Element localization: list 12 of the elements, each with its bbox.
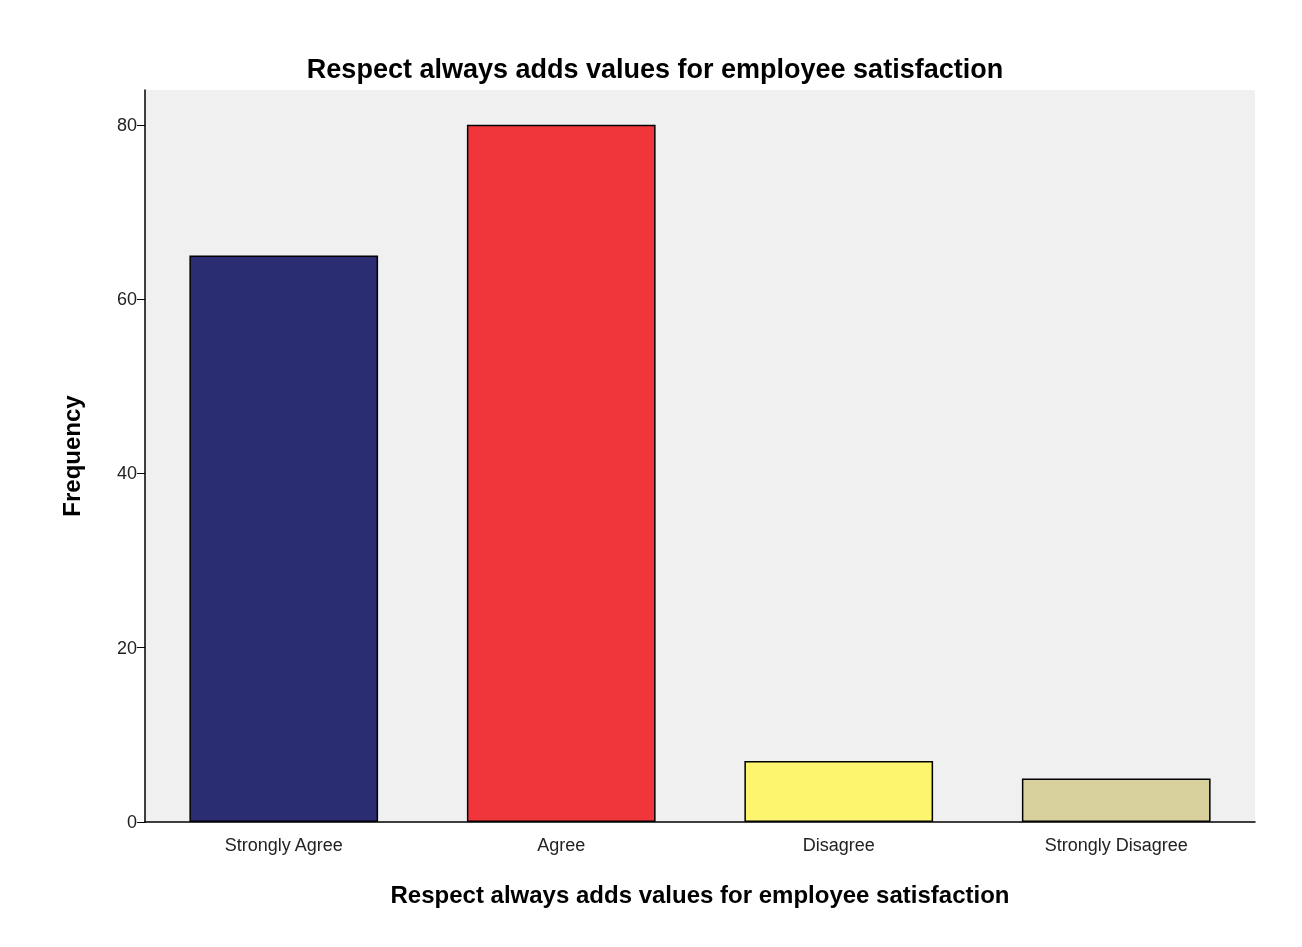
x-tick-label: Disagree [802, 835, 875, 855]
y-tick-label: 20 [116, 637, 137, 658]
x-tick-label: Strongly Agree [224, 835, 343, 855]
y-tick-label: 60 [116, 289, 137, 310]
y-tick-label: 0 [126, 812, 137, 832]
x-axis-title: Respect always adds values for employee satisfaction [390, 880, 1010, 908]
y-axis-title: Frequency [57, 394, 85, 517]
x-tick-label: Agree [537, 835, 586, 855]
chart-title: Respect always adds values for employee satisfaction [306, 53, 1004, 84]
y-tick-label: 40 [116, 463, 137, 484]
x-tick-label: Strongly Disagree [1044, 835, 1188, 855]
y-tick-label: 80 [116, 114, 137, 135]
